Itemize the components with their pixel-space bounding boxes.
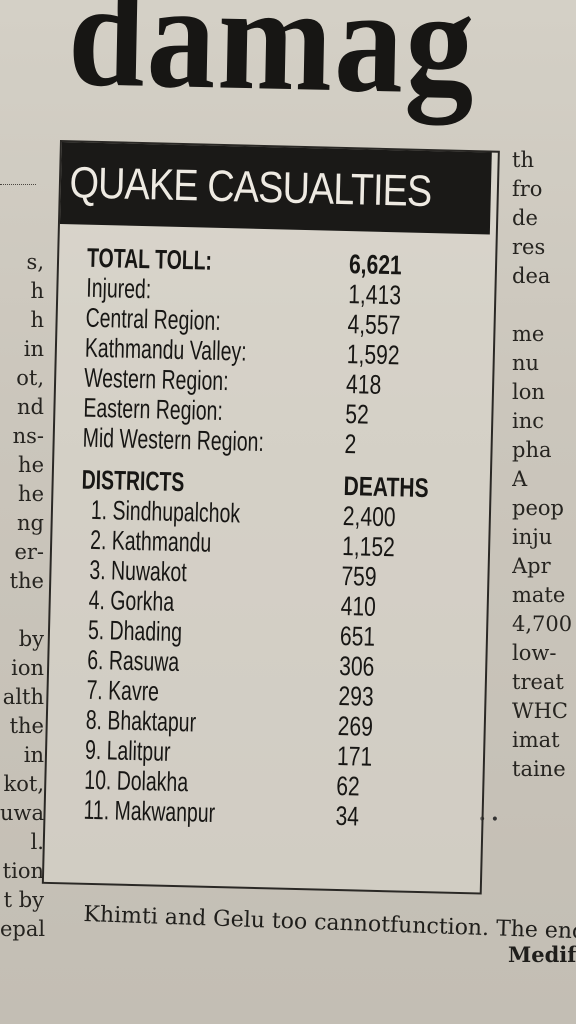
text-line: th xyxy=(512,148,534,172)
row-label: 10. Dolakha xyxy=(84,764,189,798)
row-value: 1,152 xyxy=(341,531,396,563)
text-line: tion xyxy=(2,859,44,883)
headline: damag xyxy=(66,0,478,127)
text-line: ion xyxy=(11,656,44,680)
text-line: kot, xyxy=(3,772,44,796)
text-line: WHC xyxy=(512,699,568,723)
text-line: nd xyxy=(17,395,44,419)
text-line: inju xyxy=(512,525,553,549)
column-rule xyxy=(0,184,36,185)
text-line: h xyxy=(30,279,44,303)
row-value: 34 xyxy=(335,800,360,832)
district-list: 1. Sindhupalchok 2,400 2. Kathmandu 1,152 3.… xyxy=(73,495,471,834)
summary-list: TOTAL TOLL: 6,621 Injured: 1,413 Central Reg… xyxy=(82,243,477,462)
text-line: inc xyxy=(512,409,545,433)
row-value: 4,557 xyxy=(347,309,401,341)
row-label: Central Region: xyxy=(85,302,222,336)
row-label: 11. Makwanpur xyxy=(83,794,216,828)
text-line: de xyxy=(512,206,538,230)
row-label: 8. Bhaktapur xyxy=(85,704,197,738)
text-line: ng xyxy=(17,511,44,535)
text-line: uwa xyxy=(0,801,45,825)
box-title: QUAKE CASUALTIES xyxy=(59,142,492,235)
text-line: in xyxy=(23,337,44,361)
text-line: peop xyxy=(512,496,564,520)
row-label: 4. Gorkha xyxy=(88,584,175,617)
text-line: res xyxy=(512,235,546,259)
text-line: fro xyxy=(512,177,543,201)
row-label: Eastern Region: xyxy=(83,392,224,427)
row-value: 1,413 xyxy=(347,279,402,311)
text-line: lon xyxy=(512,380,545,404)
row-value: 6,621 xyxy=(348,249,403,281)
casualties-box: QUAKE CASUALTIES TOTAL TOLL: 6,621 Injured… xyxy=(41,140,500,895)
text-line: er- xyxy=(14,540,44,564)
row-value: 651 xyxy=(339,620,376,652)
row-value: 1,592 xyxy=(346,339,400,371)
text-line: far-fl xyxy=(567,942,576,967)
deaths-header: DEATHS xyxy=(343,471,430,504)
text-line: l. xyxy=(30,830,44,854)
row-label: 7. Kavre xyxy=(86,674,160,707)
text-line: by xyxy=(18,627,44,651)
row-value: 410 xyxy=(340,591,377,622)
left-column-text: s, h h in ot, nd ns-he he ng er-the by ion alth the in… xyxy=(0,248,46,944)
text-line: nu xyxy=(512,351,540,375)
text-line: in xyxy=(23,743,44,767)
text-line: the xyxy=(9,714,44,738)
row-label: TOTAL TOLL: xyxy=(86,242,213,276)
text-line: 4,700 xyxy=(512,612,573,636)
text-line: alth xyxy=(2,685,44,709)
row-label: 6. Rasuwa xyxy=(86,644,180,678)
row-value: 171 xyxy=(336,740,373,772)
text-line xyxy=(512,291,576,320)
row-label: Mid Western Region: xyxy=(82,422,265,458)
text-line: epal xyxy=(0,917,46,941)
row-value: 293 xyxy=(338,680,375,712)
row-label: 2. Kathmandu xyxy=(89,524,212,558)
row-label: 1. Sindhupalchok xyxy=(90,494,241,529)
text-line: me xyxy=(512,322,545,346)
text-line: treat xyxy=(512,670,564,694)
text-line xyxy=(0,596,44,625)
text-line: taine xyxy=(512,757,566,781)
text-line: ns- xyxy=(12,424,44,448)
row-label: 3. Nuwakot xyxy=(89,554,188,588)
row-value: 62 xyxy=(335,770,361,802)
text-line: mate xyxy=(512,583,566,607)
row-label: Western Region: xyxy=(83,362,229,397)
districts-header: DISTRICTS xyxy=(81,464,185,498)
text-line: he xyxy=(18,453,44,477)
text-line: t by xyxy=(3,888,44,912)
row-value: 52 xyxy=(345,399,370,430)
text-line: Medi xyxy=(508,942,568,967)
text-line: imat xyxy=(512,728,560,752)
text-line: dea xyxy=(512,264,551,288)
text-line: low- xyxy=(512,641,557,665)
right-bottom-text: Medifar-flWhile xyxy=(508,940,576,970)
article-text: Khimti and Gelu too cannotfunction. The … xyxy=(83,900,576,949)
dot-mark: • • xyxy=(478,812,499,828)
text-line: Khimti and Gelu too cannot xyxy=(83,901,391,938)
row-label: Injured: xyxy=(86,272,152,305)
text-line: the xyxy=(9,569,44,593)
row-label: 9. Lalitpur xyxy=(84,734,171,767)
text-line: Apr xyxy=(512,554,551,578)
row-value: 269 xyxy=(337,710,374,742)
row-label: 5. Dhading xyxy=(87,614,183,648)
row-value: 759 xyxy=(341,561,377,592)
row-value: 2 xyxy=(344,429,357,460)
text-line: s, xyxy=(26,250,44,274)
text-line: A xyxy=(512,467,528,491)
text-line: pha xyxy=(512,438,552,462)
row-value: 2,400 xyxy=(342,501,396,533)
text-line: he xyxy=(18,482,44,506)
text-line: h xyxy=(30,308,44,332)
row-value: 306 xyxy=(338,650,375,682)
casualties-table: TOTAL TOLL: 6,621 Injured: 1,413 Central Reg… xyxy=(73,243,477,834)
text-line: ot, xyxy=(16,366,44,390)
row-value: 418 xyxy=(345,369,382,400)
